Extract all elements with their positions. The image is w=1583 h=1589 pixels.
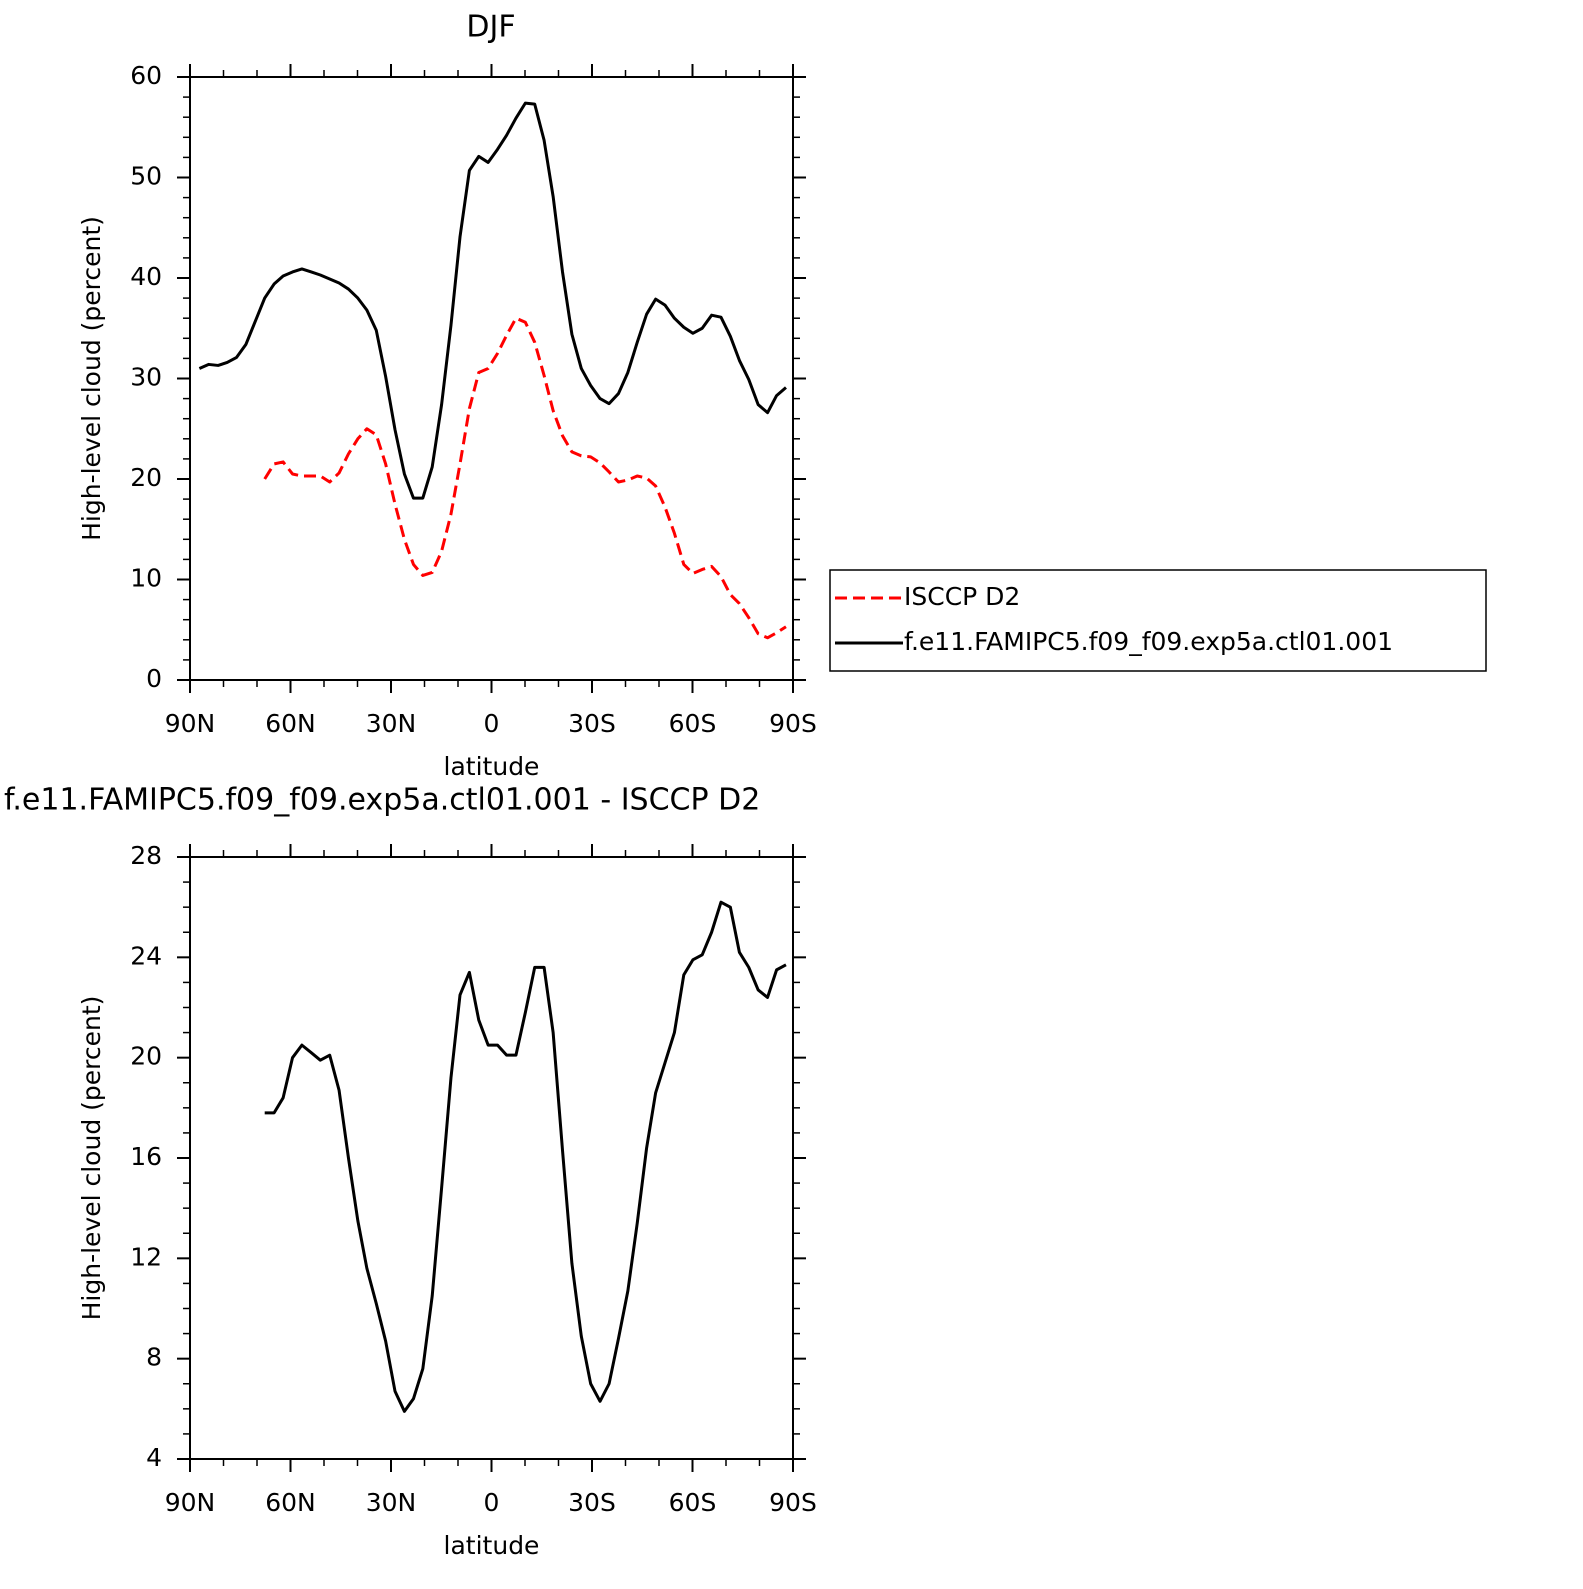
x-tick-label: 0	[484, 709, 500, 738]
y-tick-label: 20	[130, 1042, 162, 1071]
plot-frame	[189, 76, 794, 681]
y-tick-label: 30	[130, 363, 162, 392]
y-tick-label: 60	[130, 61, 162, 90]
x-tick-label: 90N	[165, 709, 216, 738]
x-tick-label: 30S	[568, 709, 616, 738]
y-tick-label: 24	[130, 941, 162, 970]
x-tick-label: 30N	[366, 709, 417, 738]
x-axis-label: latitude	[444, 1531, 540, 1560]
y-tick-label: 10	[130, 564, 162, 593]
plot-frame	[189, 856, 794, 1460]
x-tick-label: 90N	[165, 1488, 216, 1517]
legend-label: ISCCP D2	[904, 582, 1020, 611]
y-tick-label: 16	[130, 1142, 162, 1171]
data-line	[198, 101, 787, 500]
y-tick-label: 12	[130, 1242, 162, 1271]
x-tick-label: 60N	[265, 709, 316, 738]
y-tick-label: 0	[146, 664, 162, 693]
y-tick-label: 8	[146, 1343, 162, 1372]
data-line	[263, 316, 787, 640]
y-tick-label: 28	[130, 841, 162, 870]
y-tick-label: 4	[146, 1443, 162, 1472]
y-tick-label: 40	[130, 262, 162, 291]
x-tick-label: 30S	[568, 1488, 616, 1517]
y-tick-label: 50	[130, 162, 162, 191]
chart-title: DJF	[466, 10, 515, 45]
x-tick-label: 0	[484, 1488, 500, 1517]
x-tick-label: 90S	[769, 709, 817, 738]
data-line	[264, 900, 787, 1413]
x-tick-label: 60N	[265, 1488, 316, 1517]
x-axis-label: latitude	[444, 752, 540, 781]
legend-label: f.e11.FAMIPC5.f09_f09.exp5a.ctl01.001	[904, 627, 1393, 656]
chart-title: f.e11.FAMIPC5.f09_f09.exp5a.ctl01.001 - …	[4, 783, 760, 818]
x-tick-label: 60S	[669, 709, 717, 738]
y-axis-label: High-level cloud (percent)	[77, 216, 106, 541]
x-tick-label: 60S	[669, 1488, 717, 1517]
y-tick-label: 20	[130, 463, 162, 492]
x-tick-label: 30N	[366, 1488, 417, 1517]
y-axis-label: High-level cloud (percent)	[77, 996, 106, 1321]
x-tick-label: 90S	[769, 1488, 817, 1517]
legend-box	[829, 569, 1487, 672]
